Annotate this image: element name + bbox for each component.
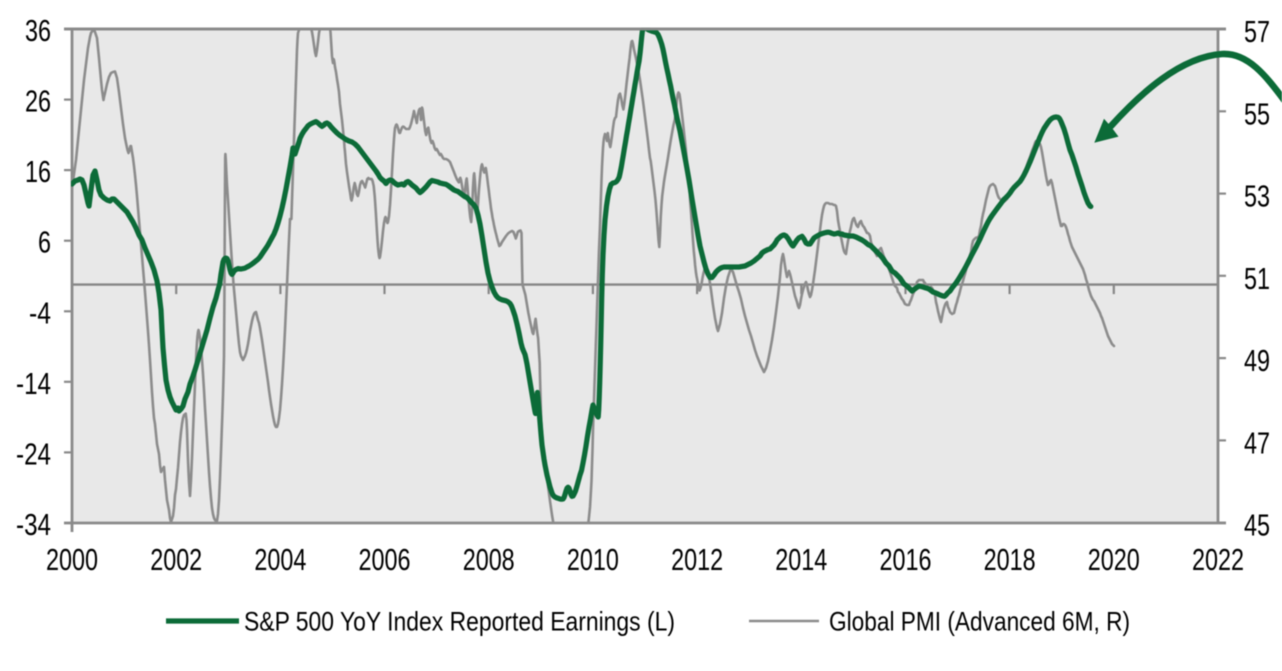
svg-text:51: 51 xyxy=(1244,261,1270,296)
svg-text:S&P 500 YoY Index Reported Ear: S&P 500 YoY Index Reported Earnings (L) xyxy=(244,607,675,637)
svg-text:-24: -24 xyxy=(16,436,51,471)
svg-text:2002: 2002 xyxy=(150,542,202,577)
svg-text:-34: -34 xyxy=(16,507,51,542)
svg-text:26: 26 xyxy=(25,84,51,119)
svg-text:57: 57 xyxy=(1244,14,1270,49)
svg-text:-14: -14 xyxy=(16,366,51,401)
svg-text:47: 47 xyxy=(1244,425,1270,460)
svg-text:2012: 2012 xyxy=(671,542,723,577)
svg-text:49: 49 xyxy=(1244,343,1270,378)
svg-text:2018: 2018 xyxy=(984,542,1036,577)
svg-text:45: 45 xyxy=(1244,508,1270,543)
svg-text:2016: 2016 xyxy=(880,542,932,577)
svg-text:2022: 2022 xyxy=(1192,542,1244,577)
svg-text:55: 55 xyxy=(1244,96,1270,131)
svg-text:Global PMI (Advanced 6M, R): Global PMI (Advanced 6M, R) xyxy=(829,607,1130,637)
svg-text:16: 16 xyxy=(25,154,51,189)
svg-text:2014: 2014 xyxy=(775,542,827,577)
svg-text:53: 53 xyxy=(1244,179,1270,214)
svg-text:2008: 2008 xyxy=(463,542,515,577)
svg-text:2000: 2000 xyxy=(46,542,98,577)
svg-text:2010: 2010 xyxy=(567,542,619,577)
svg-text:36: 36 xyxy=(25,13,51,48)
svg-text:-4: -4 xyxy=(29,295,51,330)
svg-text:2006: 2006 xyxy=(359,542,411,577)
svg-text:2020: 2020 xyxy=(1088,542,1140,577)
svg-text:2004: 2004 xyxy=(254,542,306,577)
svg-text:6: 6 xyxy=(38,225,51,260)
